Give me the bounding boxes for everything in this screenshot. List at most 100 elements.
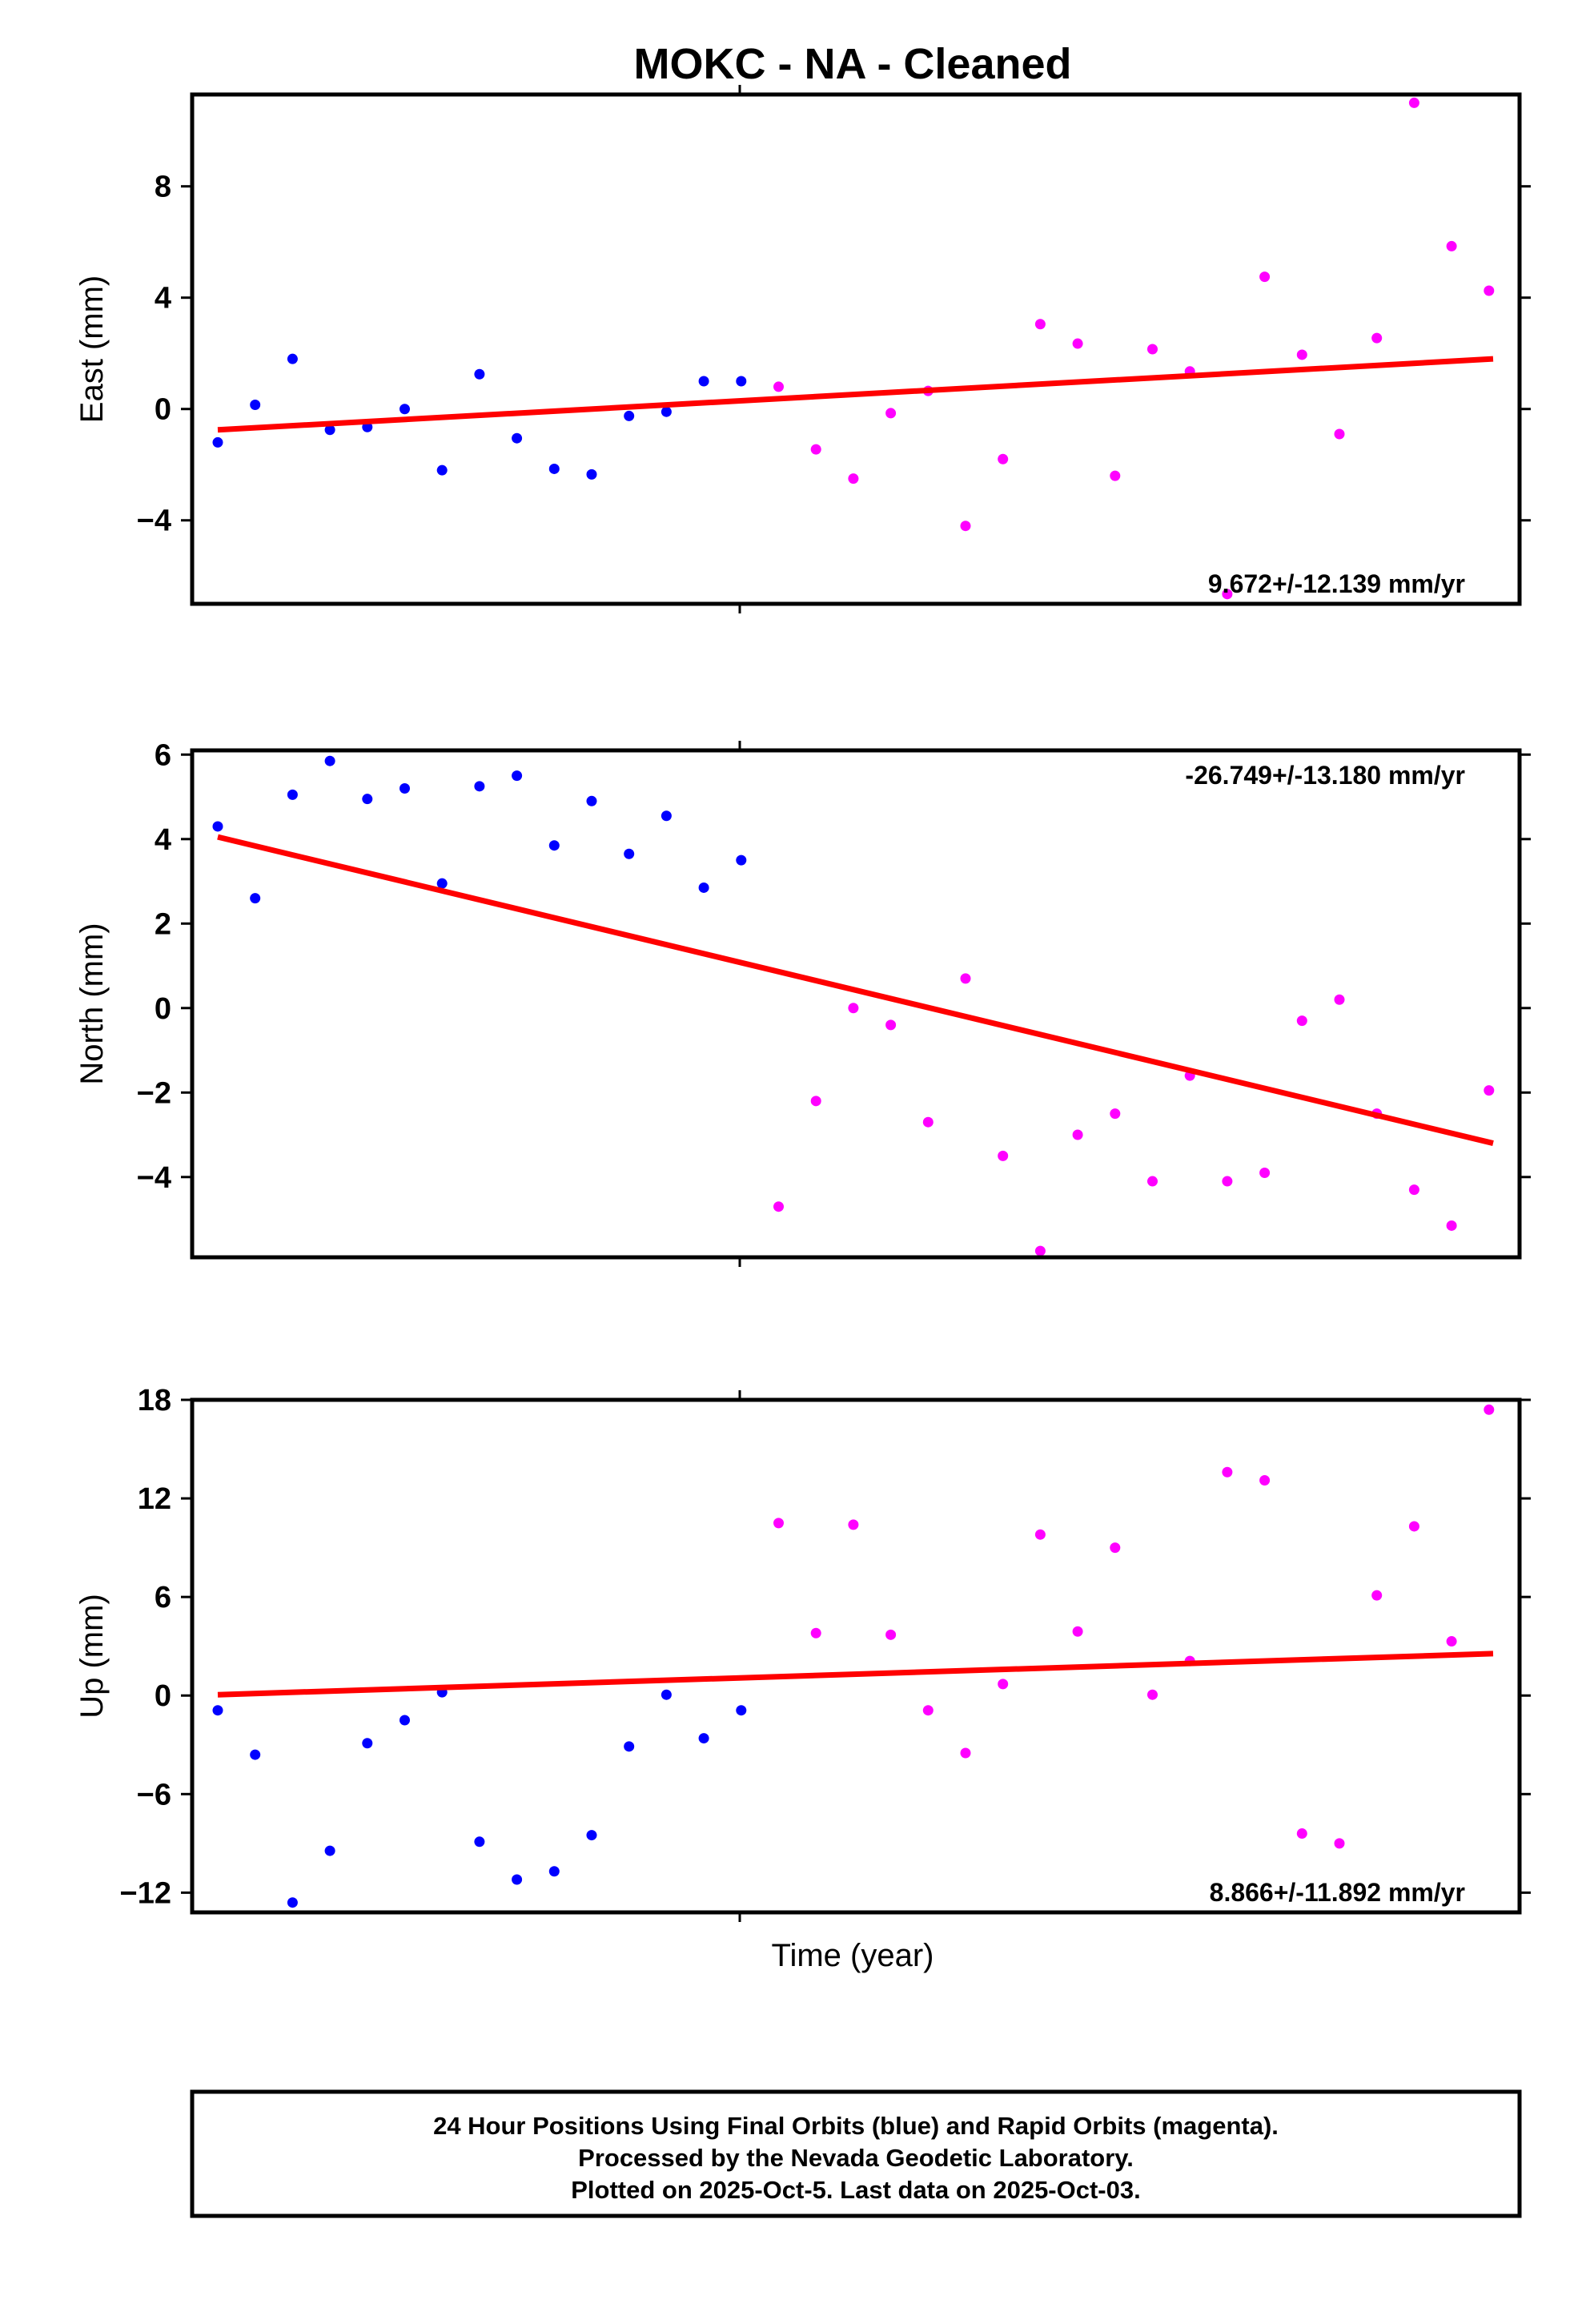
final-orbit-point — [474, 368, 485, 380]
rapid-orbit-point — [1110, 1108, 1121, 1120]
final-orbit-point — [586, 468, 597, 480]
rapid-orbit-point — [960, 521, 971, 532]
footer-frame — [190, 2089, 1522, 2218]
final-orbit-point — [287, 353, 298, 364]
y-tick-label-up: 6 — [155, 1581, 171, 1614]
y-tick-label-east: 4 — [155, 282, 171, 316]
rapid-orbit-point — [848, 1003, 859, 1014]
rapid-orbit-point — [1034, 1529, 1046, 1540]
rapid-orbit-point — [810, 444, 821, 455]
panels: 8 4 0 −4 East (mm) 9.672+/-12.139 mm/yr 6 4 2 0 −2… — [74, 85, 1531, 1922]
y-axis-label-east: East (mm) — [74, 275, 110, 423]
rapid-orbit-point — [1147, 344, 1158, 355]
rapid-orbit-point — [1147, 1689, 1158, 1700]
final-orbit-point — [250, 893, 261, 904]
plot-frame-north — [190, 748, 1522, 1260]
rapid-orbit-point — [773, 381, 784, 392]
y-tick-label-up: −12 — [120, 1876, 171, 1910]
rapid-orbit-point — [1034, 1245, 1046, 1256]
rapid-orbit-point — [1259, 1475, 1271, 1486]
final-orbit-point — [661, 406, 672, 417]
final-orbit-point — [362, 1738, 373, 1749]
rapid-orbit-point — [1446, 240, 1457, 251]
rapid-orbit-point — [773, 1518, 784, 1529]
rapid-orbit-point — [1371, 332, 1383, 344]
y-tick-label-up: −6 — [137, 1778, 171, 1811]
x-axis-label: Time (year) — [772, 1938, 934, 1973]
rapid-orbit-point — [848, 473, 859, 485]
final-orbit-point — [661, 810, 672, 822]
rapid-orbit-point — [922, 1705, 934, 1716]
y-tick-label-north: −2 — [137, 1076, 171, 1110]
y-tick-label-up: 12 — [138, 1482, 171, 1516]
rate-label-up: 8.866+/-11.892 mm/yr — [1210, 1878, 1465, 1907]
trend-line-north — [217, 834, 1494, 1146]
rapid-orbit-point — [1259, 271, 1271, 283]
footer-line: Plotted on 2025-Oct-5. Last data on 2025… — [571, 2176, 1140, 2204]
final-orbit-point — [250, 400, 261, 411]
rapid-orbit-point — [848, 1519, 859, 1530]
final-orbit-point — [698, 1733, 709, 1744]
trend-line-east — [217, 356, 1494, 433]
footer-line: 24 Hour Positions Using Final Orbits (bl… — [433, 2112, 1279, 2140]
rapid-orbit-point — [1034, 319, 1046, 330]
rapid-orbit-point — [810, 1096, 821, 1107]
panel-north: 6 4 2 0 −2 −4 North (mm) -26.749+/-13.180 mm/yr — [74, 738, 1531, 1267]
rapid-orbit-point — [1072, 338, 1083, 349]
rapid-orbit-point — [922, 1116, 934, 1128]
y-tick-label-east: 0 — [155, 393, 171, 427]
final-orbit-point — [324, 424, 335, 436]
final-orbit-point — [736, 854, 747, 866]
final-orbit-point — [661, 1689, 672, 1700]
rapid-orbit-point — [1484, 1404, 1495, 1415]
rapid-orbit-point — [1147, 1176, 1158, 1187]
final-orbit-point — [212, 821, 223, 832]
rapid-orbit-point — [1334, 1838, 1345, 1849]
rapid-orbit-point — [998, 1150, 1009, 1161]
rate-label-east: 9.672+/-12.139 mm/yr — [1208, 569, 1465, 598]
y-tick-label-up: 18 — [138, 1384, 171, 1417]
rapid-orbit-point — [1072, 1626, 1083, 1637]
y-tick-label-east: −4 — [137, 505, 171, 538]
final-orbit-point — [287, 1897, 298, 1908]
rapid-orbit-point — [885, 408, 897, 419]
y-axis-label-up: Up (mm) — [74, 1594, 110, 1719]
final-orbit-point — [624, 1741, 635, 1752]
y-tick-label-north: 2 — [155, 907, 171, 941]
final-orbit-point — [624, 848, 635, 859]
final-orbit-point — [548, 840, 560, 851]
y-tick-label-north: 6 — [155, 738, 171, 772]
final-orbit-point — [474, 1836, 485, 1848]
plot-frame-up — [190, 1397, 1522, 1915]
final-orbit-point — [512, 432, 523, 444]
plot-frame-east — [190, 92, 1522, 606]
rapid-orbit-point — [1222, 589, 1233, 600]
rapid-orbit-point — [1408, 97, 1419, 108]
rapid-orbit-point — [1446, 1636, 1457, 1647]
rapid-orbit-point — [1072, 1129, 1083, 1140]
rapid-orbit-point — [1408, 1521, 1419, 1532]
rapid-orbit-point — [1334, 994, 1345, 1005]
final-orbit-point — [512, 770, 523, 782]
rapid-orbit-point — [1296, 1015, 1307, 1027]
rapid-orbit-point — [998, 1679, 1009, 1690]
final-orbit-point — [287, 789, 298, 800]
y-tick-label-up: 0 — [155, 1679, 171, 1713]
rapid-orbit-point — [1408, 1184, 1419, 1196]
final-orbit-point — [736, 1705, 747, 1716]
final-orbit-point — [736, 376, 747, 387]
final-orbit-point — [400, 404, 410, 415]
final-orbit-point — [624, 410, 635, 421]
final-orbit-point — [324, 755, 335, 766]
final-orbit-point — [436, 878, 448, 889]
final-orbit-point — [548, 1866, 560, 1877]
chart-title: MOKC - NA - Cleaned — [633, 40, 1071, 88]
final-orbit-point — [324, 1845, 335, 1856]
rapid-orbit-point — [998, 453, 1009, 464]
footer-box: 24 Hour Positions Using Final Orbits (bl… — [190, 2089, 1522, 2218]
rapid-orbit-point — [960, 1747, 971, 1759]
rapid-orbit-point — [773, 1201, 784, 1212]
rapid-orbit-point — [960, 973, 971, 984]
rapid-orbit-point — [1484, 285, 1495, 296]
